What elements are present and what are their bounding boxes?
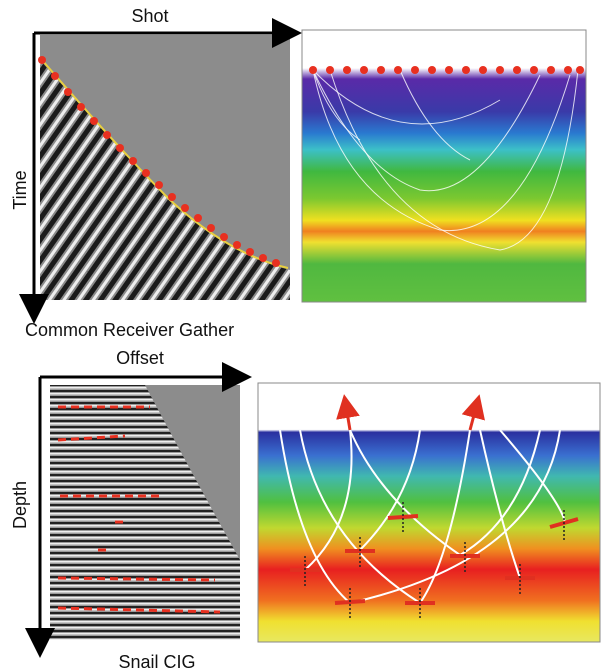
figure: Shot Time Common Receiver Gather xyxy=(0,0,602,672)
shot-label: Shot xyxy=(131,6,168,26)
offset-label: Offset xyxy=(116,348,164,368)
time-label: Time xyxy=(10,170,30,209)
gather-panel xyxy=(38,35,290,300)
velocity-panel xyxy=(302,30,586,302)
depth-label: Depth xyxy=(10,481,30,529)
ray-panel xyxy=(258,383,600,642)
top-caption: Common Receiver Gather xyxy=(25,320,234,340)
cig-panel xyxy=(50,385,240,640)
bottom-caption: Snail CIG xyxy=(118,652,195,672)
